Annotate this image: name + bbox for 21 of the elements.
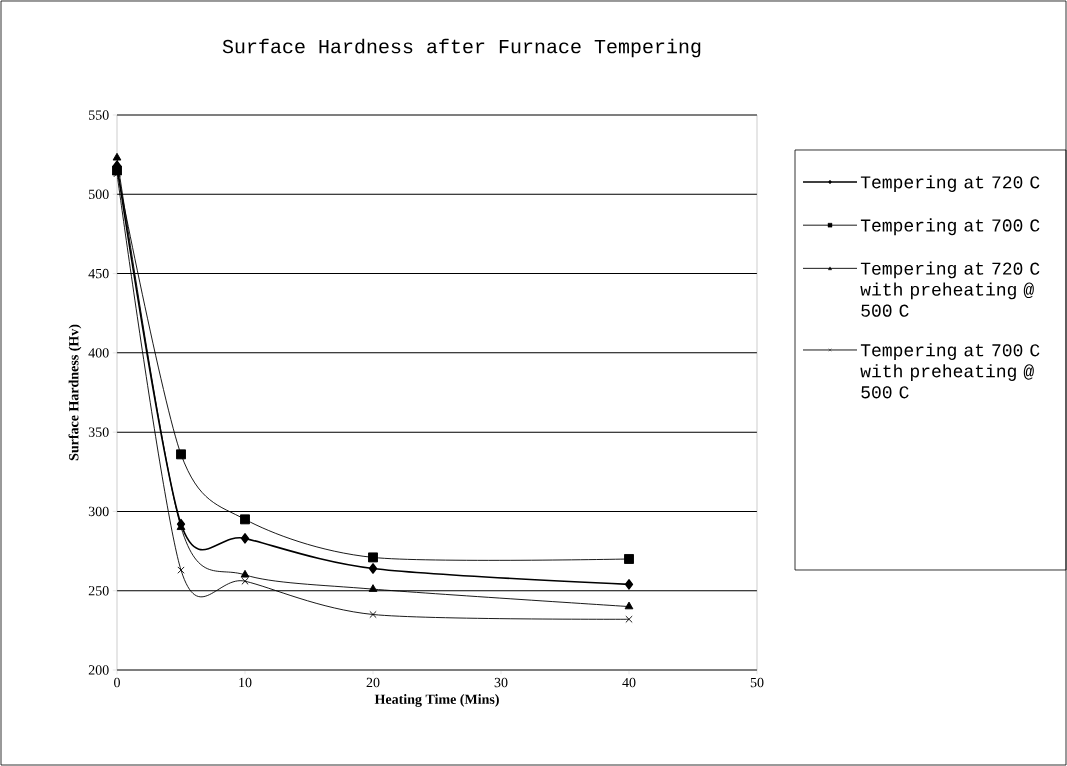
x-tick-label: 30 [494, 677, 508, 688]
legend-label: Tempering at 720 C [860, 175, 1040, 192]
x-tick-label: 0 [114, 677, 120, 688]
y-tick-label: 400 [88, 348, 109, 358]
y-tick-label: 450 [88, 268, 109, 279]
legend-label: Tempering at 700 C [860, 218, 1040, 236]
y-tick-label: 200 [88, 665, 109, 675]
y-tick-label: 350 [88, 427, 109, 437]
legend-label: Tempering at 720 C with preheating @ 500 C [860, 261, 1040, 317]
x-tick-label: 40 [622, 677, 636, 688]
x-axis-title: Heating Time (Mins) [374, 694, 499, 707]
y-tick-label: 500 [89, 189, 109, 200]
chart-title: Surface Hardness after Furnace Tempering [222, 38, 701, 58]
x-tick-label: 10 [239, 677, 252, 688]
x-tick-label: 50 [750, 677, 764, 688]
y-tick-label: 550 [89, 110, 109, 120]
x-tick-label: 20 [366, 677, 380, 688]
legend-label: Tempering at 700 C with preheating @ 500 C [860, 343, 1040, 399]
y-tick-label: 250 [88, 585, 109, 596]
y-tick-label: 300 [88, 506, 109, 517]
y-axis-title: Surface Hardness (Hv) [68, 324, 82, 461]
